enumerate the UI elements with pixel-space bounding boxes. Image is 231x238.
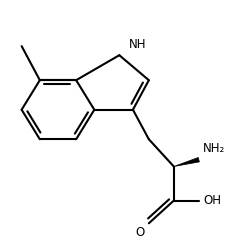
Text: NH: NH [128, 38, 145, 51]
Text: OH: OH [203, 194, 220, 207]
Polygon shape [173, 158, 198, 167]
Text: NH₂: NH₂ [203, 142, 225, 155]
Text: O: O [134, 226, 144, 238]
